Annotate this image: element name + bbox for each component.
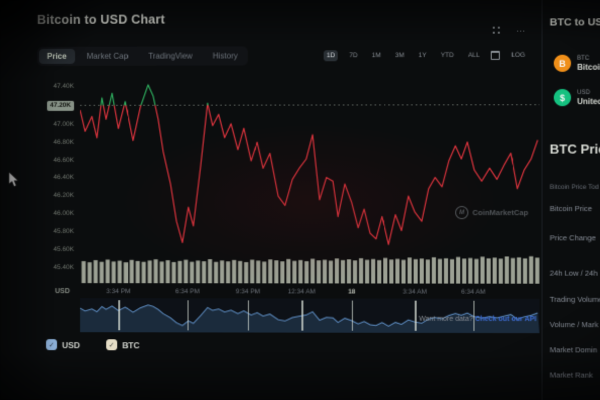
tab-market-cap[interactable]: Market Cap bbox=[79, 49, 137, 64]
y-axis-label: 45.60K bbox=[53, 246, 75, 254]
x-axis-tickline bbox=[351, 300, 354, 331]
stat-row: 24h Low / 24h bbox=[549, 268, 598, 278]
stat-row: Bitcoin Price bbox=[549, 204, 593, 214]
x-axis-label: 6:34 AM bbox=[461, 288, 486, 296]
x-axis-tickline bbox=[247, 300, 250, 331]
x-axis-tickline bbox=[301, 300, 304, 331]
range-ytd[interactable]: YTD bbox=[438, 50, 457, 61]
chart-wrap: 47.40K 47.20K 47.00K 46.80K 46.60K 46.40K 46.2… bbox=[0, 77, 543, 400]
y-axis-label: 46.40K bbox=[53, 174, 75, 182]
current-price-badge: 47.20K bbox=[47, 100, 75, 111]
x-axis-label: 6:34 PM bbox=[175, 288, 200, 296]
y-axis-unit: USD bbox=[55, 288, 70, 296]
y-axis-label: 47.40K bbox=[53, 82, 75, 90]
range-1y[interactable]: 1Y bbox=[415, 50, 429, 61]
x-axis-label: 3:34 AM bbox=[402, 288, 427, 296]
tab-price[interactable]: Price bbox=[39, 48, 75, 64]
price-line-up bbox=[80, 84, 538, 244]
x-axis-tickline bbox=[187, 300, 189, 331]
y-axis-label: 45.40K bbox=[53, 263, 75, 271]
x-axis-label: 9:34 PM bbox=[235, 288, 261, 296]
price-chart-svg bbox=[80, 77, 540, 284]
mouse-cursor bbox=[8, 171, 19, 187]
tab-history[interactable]: History bbox=[205, 48, 246, 63]
stat-row: Volume / Mark bbox=[549, 320, 599, 330]
price-plot[interactable]: M CoinMarketCap bbox=[80, 77, 539, 286]
chart-tabs: Price Market Cap TradingView History bbox=[37, 46, 248, 66]
range-all[interactable]: ALL bbox=[465, 50, 483, 61]
reference-price-line bbox=[80, 105, 539, 106]
calendar-icon[interactable] bbox=[490, 50, 501, 60]
coinmarketcap-logo-icon: M bbox=[455, 206, 469, 220]
usd-checkbox[interactable]: ✓ bbox=[46, 339, 58, 351]
volume-bars bbox=[81, 256, 540, 284]
legend-item-btc[interactable]: ✓ BTC bbox=[106, 339, 140, 351]
price-line-down bbox=[80, 84, 538, 244]
range-3m[interactable]: 3M bbox=[392, 50, 407, 61]
y-axis-label: 46.00K bbox=[53, 210, 75, 218]
fullscreen-icon[interactable] bbox=[492, 26, 501, 35]
time-range-bar: 1D 7D 1M 3M 1Y YTD ALL LOG bbox=[323, 50, 529, 62]
more-options-icon[interactable]: ⋯ bbox=[516, 25, 527, 36]
api-note: Want more data? Check out our API bbox=[419, 316, 537, 323]
x-axis-tickline bbox=[414, 300, 417, 331]
stat-row: Market Rank bbox=[549, 370, 593, 380]
x-axis-tickline bbox=[118, 300, 120, 331]
legend-label-btc: BTC bbox=[122, 339, 140, 350]
chart-actions: ⋯ bbox=[492, 25, 527, 36]
stat-row: Trading Volume bbox=[549, 294, 600, 304]
btc-checkbox[interactable]: ✓ bbox=[106, 339, 118, 351]
y-axis-label: 46.80K bbox=[53, 138, 75, 146]
x-axis-label: 18 bbox=[348, 288, 356, 296]
legend-label-usd: USD bbox=[62, 339, 81, 350]
y-axis-label: 46.60K bbox=[53, 156, 75, 164]
y-axis-label: 46.20K bbox=[53, 192, 75, 200]
range-1m[interactable]: 1M bbox=[369, 50, 384, 61]
y-axis-label: 45.80K bbox=[53, 228, 75, 236]
range-7d[interactable]: 7D bbox=[346, 50, 360, 61]
tab-tradingview[interactable]: TradingView bbox=[140, 49, 200, 64]
range-log[interactable]: LOG bbox=[508, 50, 528, 61]
range-1d[interactable]: 1D bbox=[323, 50, 339, 62]
legend-item-usd[interactable]: ✓ USD bbox=[46, 339, 81, 351]
chart-panel: Bitcoin to USD Chart Price Market Cap Trad… bbox=[0, 0, 543, 400]
y-axis: 47.40K 47.20K 47.00K 46.80K 46.60K 46.40K 46.2… bbox=[26, 82, 75, 272]
stat-row: Market Domin bbox=[549, 345, 598, 355]
series-legend: ✓ USD ✓ BTC bbox=[46, 339, 140, 351]
api-link[interactable]: Check out our API bbox=[475, 315, 537, 324]
watermark-text: CoinMarketCap bbox=[472, 208, 529, 218]
x-axis-label: 12:34 AM bbox=[287, 288, 316, 296]
sidebar: BTC to USD Co B BTC Bitcoin $ USD United… bbox=[550, 0, 600, 400]
stat-row: Price Change bbox=[549, 233, 596, 243]
sidebar-stats-rows: Bitcoin Price Price Change 24h Low / 24h Tr… bbox=[550, 0, 600, 400]
watermark: M CoinMarketCap bbox=[455, 206, 529, 220]
y-axis-label: 47.00K bbox=[53, 120, 75, 128]
api-note-text: Want more data? bbox=[418, 315, 474, 323]
page-title: Bitcoin to USD Chart bbox=[37, 12, 166, 27]
x-axis-label: 3:34 PM bbox=[106, 288, 131, 296]
